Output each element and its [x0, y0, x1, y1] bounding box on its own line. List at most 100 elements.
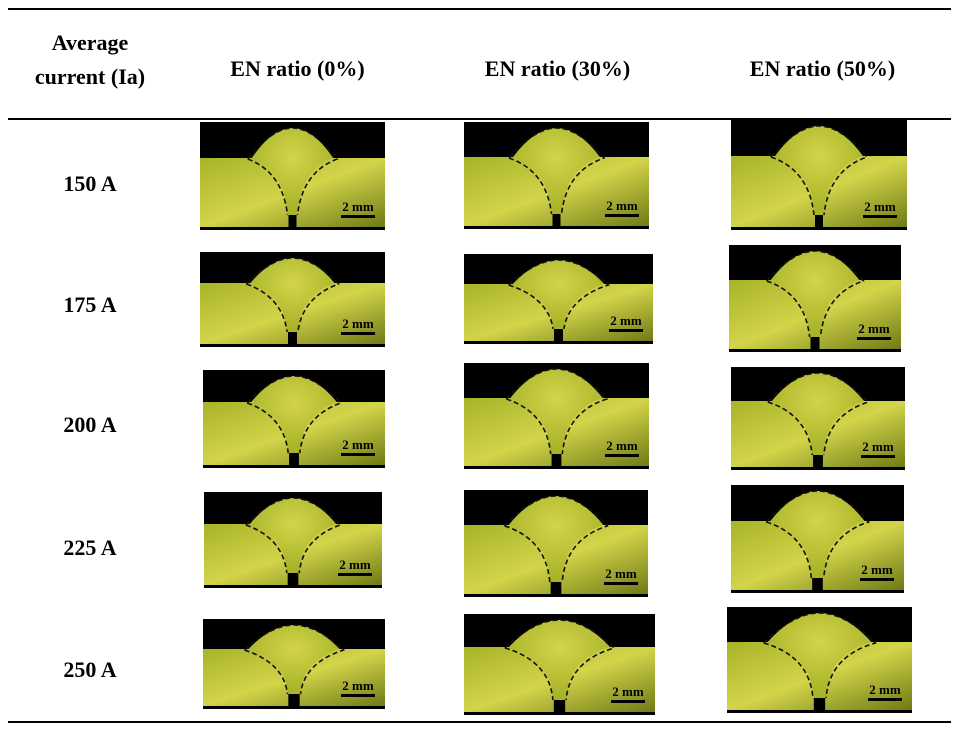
base-metal-plate [464, 284, 653, 341]
root-gap [812, 578, 823, 590]
root-gap [553, 700, 566, 712]
scale-bar-line [863, 215, 897, 218]
fusion-line [504, 619, 616, 701]
fusion-line [504, 495, 609, 583]
weld-bead [251, 128, 334, 215]
row-header-line2: current (Ia) [34, 64, 146, 89]
root-gap [813, 455, 823, 467]
fusion-line [763, 612, 877, 699]
scale-bar-label: 2 mm [858, 321, 890, 336]
weld-micrograph-r1-c1: 2 mm [464, 254, 653, 344]
scale-bar-label: 2 mm [606, 438, 638, 453]
scale-bar-line [861, 455, 895, 458]
base-metal-plate [464, 157, 649, 226]
table-header-rule [8, 118, 951, 120]
weld-bead [251, 376, 337, 453]
root-gap [554, 329, 563, 341]
table-top-rule [8, 8, 951, 10]
weld-micrograph-r3-c0: 2 mm [204, 492, 382, 588]
weld-micrograph-r1-c2: 2 mm [729, 245, 901, 352]
scale-bar-label: 2 mm [606, 198, 638, 213]
weld-micrograph-r3-c1: 2 mm [464, 490, 648, 597]
base-metal-plate [464, 398, 649, 466]
fusion-line [245, 497, 342, 574]
row-label-225: 225 A [63, 535, 117, 560]
scale-bar-line [605, 214, 639, 217]
weld-bead [767, 613, 872, 698]
fusion-line [766, 250, 865, 338]
fusion-line [246, 375, 343, 454]
weld-bead [770, 491, 865, 578]
root-gap [288, 694, 300, 706]
scale-bar: 2 mm [856, 563, 898, 581]
scale-bar-label: 2 mm [342, 678, 374, 693]
fusion-line [245, 257, 341, 333]
scale-bar-label: 2 mm [342, 199, 374, 214]
scale-bar: 2 mm [607, 685, 649, 703]
weld-bead [249, 498, 337, 573]
scale-bar: 2 mm [853, 322, 895, 340]
weld-micrograph-r0-c1: 2 mm [464, 122, 649, 229]
weld-micrograph-r4-c2: 2 mm [727, 607, 912, 713]
scale-bar: 2 mm [600, 567, 642, 585]
root-gap [288, 332, 297, 344]
scale-bar-line [860, 578, 894, 581]
weld-micrograph-r0-c0: 2 mm [200, 122, 385, 230]
scale-bar: 2 mm [857, 440, 899, 458]
scale-bar-label: 2 mm [864, 199, 896, 214]
column-header-1: EN ratio (30%) [484, 56, 631, 81]
base-metal-plate [203, 402, 385, 465]
weld-bead [250, 258, 335, 332]
root-gap [813, 698, 826, 710]
fusion-line [765, 490, 871, 579]
row-label-175: 175 A [63, 292, 117, 317]
scale-bar: 2 mm [605, 314, 647, 332]
weld-bead [510, 369, 603, 454]
root-gap [289, 453, 299, 465]
row-label-150: 150 A [63, 171, 117, 196]
fusion-line [508, 127, 606, 215]
scale-bar-line [604, 582, 638, 585]
fusion-line [505, 368, 609, 455]
base-metal-plate [729, 280, 901, 349]
fusion-line [243, 624, 346, 695]
scale-bar-line [605, 454, 639, 457]
row-header-line1: Average [51, 30, 129, 55]
scale-bar-label: 2 mm [605, 566, 637, 581]
scale-bar: 2 mm [337, 438, 379, 456]
base-metal-plate [204, 524, 382, 585]
scale-bar: 2 mm [601, 439, 643, 457]
scale-bar: 2 mm [601, 199, 643, 217]
weld-bead [775, 126, 863, 215]
row-header: Average current (Ia) [20, 26, 160, 94]
scale-bar-label: 2 mm [861, 562, 893, 577]
root-gap [551, 454, 562, 466]
weld-micrograph-r2-c1: 2 mm [464, 363, 649, 469]
root-gap [288, 215, 297, 227]
weld-bead [512, 260, 605, 329]
scale-bar-line [611, 700, 645, 703]
scale-bar-line [338, 573, 372, 576]
scale-bar-line [609, 329, 643, 332]
scale-bar-line [857, 337, 891, 340]
scale-bar: 2 mm [334, 558, 376, 576]
scale-bar-line [341, 215, 375, 218]
column-header-2: EN ratio (50%) [749, 56, 896, 81]
scale-bar: 2 mm [864, 683, 906, 701]
fusion-line [247, 127, 339, 216]
scale-bar-line [341, 453, 375, 456]
table-bottom-rule [8, 721, 951, 723]
scale-bar-line [341, 694, 375, 697]
root-gap [552, 214, 561, 226]
weld-bead [513, 128, 600, 214]
base-metal-plate [464, 525, 648, 594]
weld-micrograph-r4-c1: 2 mm [464, 614, 655, 715]
column-header-0: EN ratio (0%) [230, 56, 365, 81]
weld-bead [248, 625, 340, 694]
weld-bead [771, 373, 865, 455]
weld-bead [508, 620, 611, 700]
root-gap [810, 337, 820, 349]
scale-bar: 2 mm [859, 200, 901, 218]
base-metal-plate [731, 521, 904, 590]
scale-bar-label: 2 mm [342, 316, 374, 331]
